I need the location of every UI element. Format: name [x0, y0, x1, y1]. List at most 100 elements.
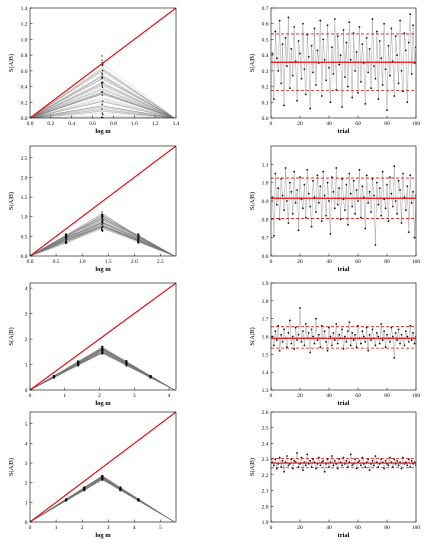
- data-point: [360, 80, 362, 83]
- data-point: [290, 342, 293, 345]
- trace-line: [30, 477, 175, 522]
- data-point: [297, 229, 300, 232]
- data-point: [384, 68, 387, 71]
- ridge-point: [101, 350, 104, 353]
- data-point: [357, 200, 359, 202]
- plot-area: [271, 165, 416, 246]
- trace-line: [30, 349, 175, 390]
- chart-right-3: 0 20 40 60 80 100 1.3 1.4 1.5 1.6 1.7 1.8 1.9 trial S(…: [249, 281, 420, 407]
- data-point: [278, 218, 281, 221]
- data-point: [287, 222, 290, 224]
- trace-line: [30, 476, 175, 522]
- data-point: [390, 326, 393, 329]
- y-axis-label: S(A|B): [8, 54, 15, 72]
- ridge-point: [101, 108, 103, 110]
- trace-line: [30, 93, 175, 118]
- data-point: [354, 458, 356, 461]
- trace-line: [30, 110, 175, 118]
- y-axis-ticks: 0 1 2 3 4: [25, 286, 33, 394]
- data-point: [283, 209, 285, 212]
- y-tick-label: 4: [25, 286, 28, 292]
- data-point: [371, 328, 374, 331]
- series-points: [271, 165, 416, 246]
- data-point: [320, 220, 323, 223]
- data-point: [387, 464, 390, 467]
- data-point: [373, 65, 375, 68]
- data-point: [413, 342, 416, 345]
- data-point: [352, 339, 355, 341]
- y-tick-label: 0.7: [262, 6, 269, 12]
- data-point: [336, 35, 339, 38]
- data-point: [315, 211, 317, 213]
- trace-line: [30, 90, 175, 118]
- data-point: [412, 24, 414, 27]
- ridge-point: [100, 226, 103, 229]
- trace-line: [30, 352, 175, 390]
- x-tick-label: 2: [98, 393, 101, 399]
- trace-line: [30, 476, 175, 522]
- data-point: [374, 455, 377, 457]
- chart-right-4: 0 20 40 60 80 100 1.9 2.0 2.1 2.2 2.3 2.4 2.5 2.6 tria…: [249, 410, 420, 539]
- x-tick-label: 0: [29, 525, 32, 531]
- y-tick-label: 2.4: [262, 441, 269, 447]
- y-tick-label: 0.5: [262, 37, 269, 43]
- trace-line: [30, 478, 175, 522]
- data-point: [345, 41, 348, 44]
- data-point: [290, 190, 293, 193]
- data-point: [336, 203, 339, 206]
- x-tick-label: 1.2: [152, 121, 159, 127]
- data-point: [397, 179, 400, 182]
- data-point: [377, 203, 380, 206]
- data-point: [365, 36, 368, 39]
- plot-area: [271, 13, 416, 112]
- y-tick-label: 1.4: [21, 6, 28, 12]
- y-tick-label: 1.6: [262, 335, 269, 341]
- trace-line: [30, 475, 175, 522]
- trace-line: [30, 107, 175, 118]
- trace-line: [30, 477, 175, 522]
- chart-left-1: 0.0 0.2 0.4 0.6 0.8 1.0 1.2 1.4 0.0 0.2 0.4 0.6 0.8 1…: [8, 6, 180, 135]
- y-tick-label: 2.5: [21, 156, 28, 162]
- ridge-point: [101, 91, 103, 93]
- data-point: [309, 205, 312, 208]
- data-point: [358, 459, 361, 462]
- trace-line: [30, 476, 175, 522]
- y-tick-label: 2.2: [262, 473, 269, 479]
- y-tick-label: 2.3: [262, 457, 269, 463]
- data-point: [389, 74, 391, 77]
- x-tick-label: 60: [355, 121, 361, 127]
- x-tick-label: 100: [412, 121, 421, 127]
- data-point: [375, 332, 378, 334]
- data-point: [331, 344, 333, 347]
- x-tick-label: 4: [133, 525, 136, 531]
- trace-line: [30, 352, 175, 390]
- data-point: [333, 18, 336, 20]
- y-tick-label: 0.1: [262, 100, 269, 106]
- data-point: [319, 346, 322, 349]
- data-point: [362, 335, 365, 338]
- trace-line: [30, 348, 175, 390]
- x-tick-label: 5: [159, 525, 162, 531]
- data-point: [331, 176, 333, 179]
- data-point: [381, 170, 384, 173]
- trace-line: [30, 348, 175, 390]
- ridge-point: [101, 65, 104, 67]
- trace-line: [30, 75, 175, 118]
- trace-line: [30, 353, 175, 390]
- plot-frame: [29, 7, 177, 119]
- y-tick-label: 0.8: [262, 217, 269, 223]
- x-tick-label: 1: [55, 525, 58, 531]
- trace-line: [30, 74, 175, 118]
- data-point: [304, 323, 307, 325]
- trace-line: [30, 479, 175, 522]
- data-point: [358, 25, 361, 28]
- y-tick-label: 1.3: [262, 388, 269, 394]
- data-point: [309, 459, 312, 462]
- trace-line: [30, 353, 175, 390]
- data-point: [288, 319, 291, 322]
- trace-line: [30, 71, 175, 118]
- x-tick-label: 20: [297, 393, 303, 399]
- x-tick-label: 2.5: [157, 259, 164, 265]
- data-point: [346, 223, 349, 226]
- chart-left-4: 0 1 2 3 4 5 0 1 2 3 4 5 log m S(A|B): [8, 411, 177, 539]
